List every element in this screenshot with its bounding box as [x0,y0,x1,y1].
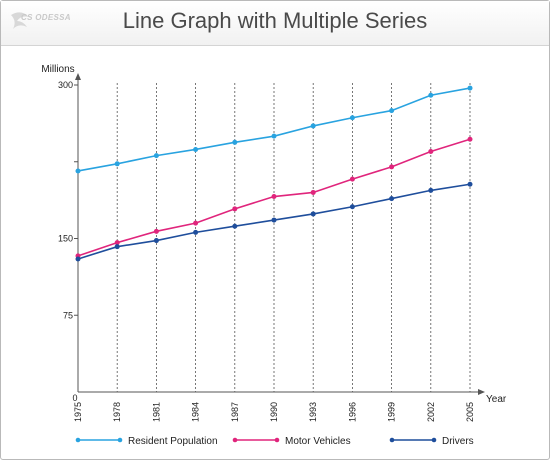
series-point [428,149,434,155]
x-tick-label: 1987 [230,402,240,422]
chart-title: Line Graph with Multiple Series [122,8,428,33]
series-point [310,123,316,129]
series-point [349,176,355,182]
x-tick-label: 1984 [191,402,201,422]
series-point [467,85,473,91]
grid-lines [116,83,471,392]
series-point [153,228,159,234]
series-point [310,189,316,195]
x-tick-label: 1990 [269,402,279,422]
series-point [428,187,434,193]
series-point [232,206,238,212]
series-layer [75,85,473,262]
series-point [271,133,277,139]
x-tick-label: 1993 [308,402,318,422]
series-point [349,115,355,121]
x-tick-label: 1999 [387,402,397,422]
legend-point [274,437,280,443]
series-point [349,204,355,210]
y-axis-title: Millions [41,64,74,75]
legend-point [232,437,238,443]
series-point [428,92,434,98]
series-point [271,217,277,223]
legend-label: Resident Population [128,436,218,447]
legend-label: Motor Vehicles [285,436,351,447]
y-axis-arrow-icon [75,73,81,80]
series-point [114,161,120,167]
legend-point [389,437,395,443]
legend-label: Drivers [442,436,474,447]
series-point [193,146,199,152]
series-point [153,153,159,159]
x-tick-label: 1978 [112,402,122,422]
series-point [232,139,238,145]
series-point [193,229,199,235]
series-point [193,220,199,226]
y-tick-label: 150 [58,234,73,244]
series-point [310,211,316,217]
x-axis-title: Year [486,394,507,405]
header-bar: CS ODESSA [1,1,549,46]
y-tick-label: 300 [58,80,73,90]
logo-icon [11,12,29,29]
series-point [114,240,120,246]
legend-point [75,437,81,443]
series-point [75,256,81,262]
y-tick-label: 75 [63,310,73,320]
series-point [114,244,120,250]
series-point [153,238,159,244]
series-point [75,168,81,174]
series-point [389,108,395,114]
x-tick-label: 2005 [465,402,475,422]
series-point [467,136,473,142]
x-tick-label: 1975 [73,402,83,422]
axes: 75 150 300 0 Millions Year 1975 1978 1981 1984 198… [41,64,507,422]
legend-point [117,437,123,443]
series-point [232,223,238,229]
x-tick-label: 1996 [347,402,357,422]
logo-text: CS ODESSA [21,13,71,22]
origin-label: 0 [72,393,77,403]
x-axis-arrow-icon [478,389,485,395]
series-point [467,181,473,187]
legend-point [431,437,437,443]
x-tick-label: 1981 [151,402,161,422]
legend: Resident Population Motor Vehicles Drivers [75,436,474,447]
series-point [389,164,395,170]
series-point [389,196,395,202]
x-tick-label: 2002 [426,402,436,422]
series-point [271,194,277,200]
